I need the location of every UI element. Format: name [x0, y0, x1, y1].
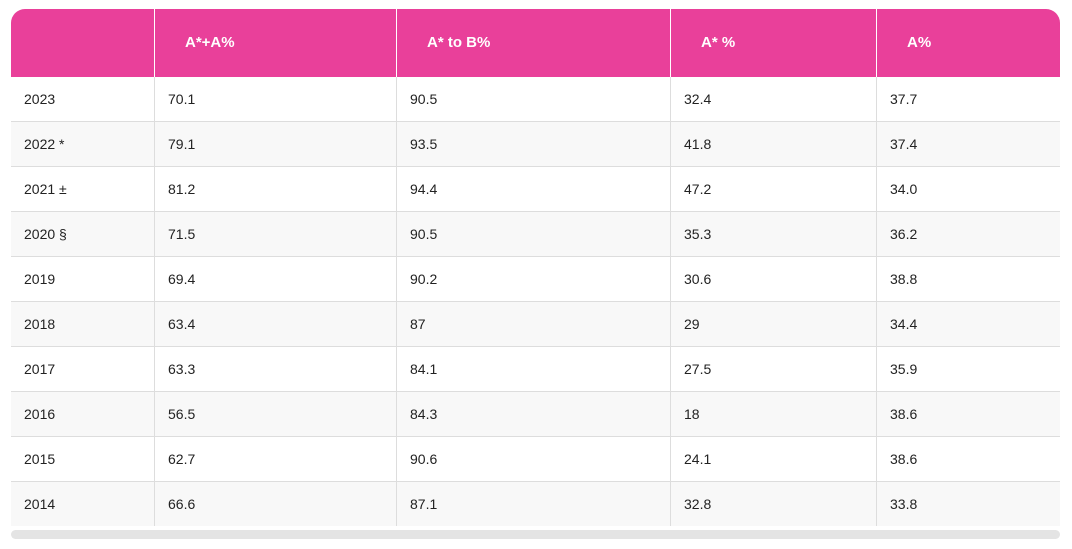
- astar-a-cell: 70.1: [155, 77, 397, 122]
- table-row: 2021 ±81.2 94.4 47.2 34.0: [11, 167, 1060, 212]
- table-row: 2018 63.4 87 29 34.4: [11, 302, 1060, 347]
- astar-a-cell: 62.7: [155, 437, 397, 482]
- astar-to-b-cell: 87: [397, 302, 671, 347]
- header-a: A%: [877, 9, 1060, 77]
- astar-cell: 30.6: [671, 257, 877, 302]
- year-cell: 2015: [11, 437, 155, 482]
- header-astar: A* %: [671, 9, 877, 77]
- year-cell: 2017: [11, 347, 155, 392]
- astar-to-b-cell: 84.3: [397, 392, 671, 437]
- a-cell: 37.7: [877, 77, 1060, 122]
- year-cell: 2023: [11, 77, 155, 122]
- table-header-row: A*+A% A* to B% A* % A%: [11, 9, 1060, 77]
- a-cell: 38.8: [877, 257, 1060, 302]
- horizontal-scrollbar[interactable]: [11, 530, 1060, 539]
- astar-cell: 35.3: [671, 212, 877, 257]
- a-cell: 33.8: [877, 482, 1060, 526]
- table-row: 2022 * 79.1 93.5 41.8 37.4: [11, 122, 1060, 167]
- year-cell: 2018: [11, 302, 155, 347]
- astar-cell: 32.8: [671, 482, 877, 526]
- astar-a-cell: 63.3: [155, 347, 397, 392]
- a-cell: 34.4: [877, 302, 1060, 347]
- table-row: 2014 66.6 87.1 32.8 33.8: [11, 482, 1060, 526]
- astar-a-cell: 79.1: [155, 122, 397, 167]
- astar-to-b-cell: 87.1: [397, 482, 671, 526]
- table-row: 2017 63.3 84.1 27.5 35.9: [11, 347, 1060, 392]
- astar-to-b-cell: 84.1: [397, 347, 671, 392]
- astar-to-b-cell: 90.6: [397, 437, 671, 482]
- year-cell: 2021 ±: [11, 167, 155, 212]
- year-cell: 2020 §: [11, 212, 155, 257]
- astar-cell: 18: [671, 392, 877, 437]
- a-cell: 38.6: [877, 392, 1060, 437]
- table-row: 2016 56.5 84.3 18 38.6: [11, 392, 1060, 437]
- results-table: A*+A% A* to B% A* % A% 2023 70.1 90.5 32.4 3…: [11, 9, 1060, 526]
- astar-cell: 27.5: [671, 347, 877, 392]
- astar-cell: 29: [671, 302, 877, 347]
- table-row: 2023 70.1 90.5 32.4 37.7: [11, 77, 1060, 122]
- year-cell: 2016: [11, 392, 155, 437]
- astar-a-cell: 56.5: [155, 392, 397, 437]
- astar-to-b-cell: 90.5: [397, 77, 671, 122]
- a-cell: 38.6: [877, 437, 1060, 482]
- astar-cell: 24.1: [671, 437, 877, 482]
- astar-to-b-cell: 90.2: [397, 257, 671, 302]
- table-row: 2019 69.4 90.2 30.6 38.8: [11, 257, 1060, 302]
- year-cell: 2019: [11, 257, 155, 302]
- header-astar-a: A*+A%: [155, 9, 397, 77]
- a-cell: 34.0: [877, 167, 1060, 212]
- astar-a-cell: 81.2: [155, 167, 397, 212]
- astar-a-cell: 63.4: [155, 302, 397, 347]
- header-astar-to-b: A* to B%: [397, 9, 671, 77]
- header-year: [11, 9, 155, 77]
- astar-to-b-cell: 90.5: [397, 212, 671, 257]
- astar-cell: 32.4: [671, 77, 877, 122]
- year-cell: 2014: [11, 482, 155, 526]
- astar-a-cell: 66.6: [155, 482, 397, 526]
- astar-to-b-cell: 93.5: [397, 122, 671, 167]
- table-row: 2020 § 71.5 90.5 35.3 36.2: [11, 212, 1060, 257]
- astar-a-cell: 71.5: [155, 212, 397, 257]
- astar-a-cell: 69.4: [155, 257, 397, 302]
- results-table-container: A*+A% A* to B% A* % A% 2023 70.1 90.5 32.4 3…: [11, 9, 1060, 526]
- astar-to-b-cell: 94.4: [397, 167, 671, 212]
- a-cell: 36.2: [877, 212, 1060, 257]
- a-cell: 35.9: [877, 347, 1060, 392]
- astar-cell: 47.2: [671, 167, 877, 212]
- year-cell: 2022 *: [11, 122, 155, 167]
- table-row: 2015 62.7 90.6 24.1 38.6: [11, 437, 1060, 482]
- astar-cell: 41.8: [671, 122, 877, 167]
- a-cell: 37.4: [877, 122, 1060, 167]
